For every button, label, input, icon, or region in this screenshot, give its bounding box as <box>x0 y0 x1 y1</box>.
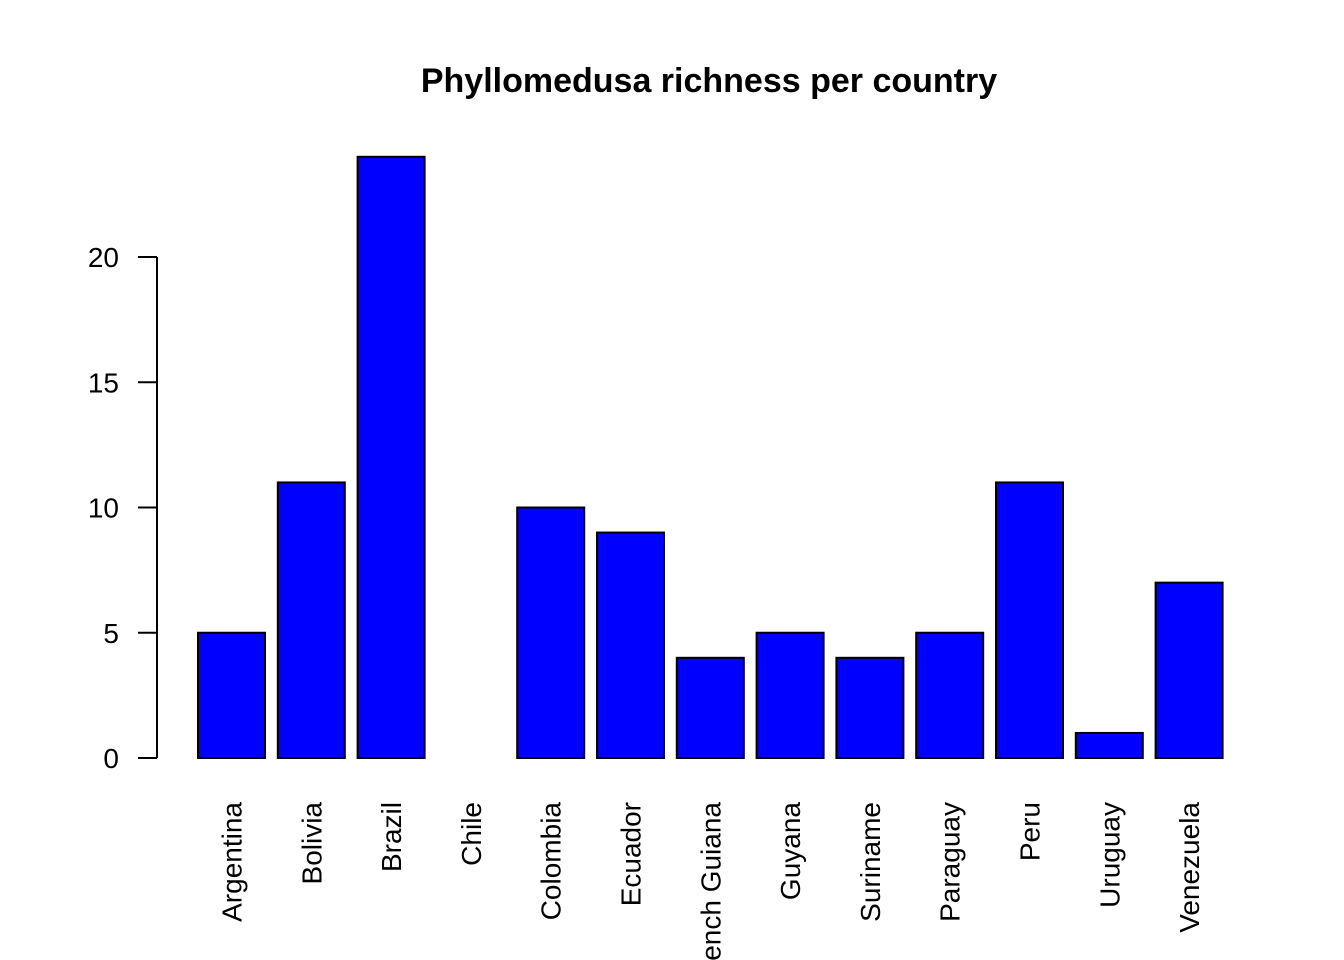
bar-french-guiana <box>675 656 745 759</box>
y-tick-label: 10 <box>88 493 119 524</box>
y-tick-label: 20 <box>88 242 119 273</box>
chart-title: Phyllomedusa richness per country <box>421 62 997 100</box>
y-tick-label: 0 <box>103 743 119 774</box>
bar-uruguay <box>1074 731 1144 760</box>
bar-guyana <box>755 631 825 759</box>
x-category-label: Peru <box>1015 802 1046 861</box>
bar-peru <box>995 481 1064 759</box>
x-category-label: Bolivia <box>296 802 327 885</box>
bar-colombia <box>516 506 586 759</box>
y-axis: 0 5 10 15 20 <box>88 242 158 774</box>
bar-paraguay <box>915 631 985 759</box>
bar-brazil <box>356 155 426 760</box>
x-category-label: Guyana <box>775 802 806 900</box>
x-category-label: Uruguay <box>1094 802 1125 908</box>
x-axis-labels: Argentina Bolivia Brazil Chile Colombia Ecuad… <box>217 802 1206 960</box>
x-category-label: Ecuador <box>616 802 647 906</box>
x-category-label: Suriname <box>855 802 886 922</box>
bars-group <box>197 155 1224 760</box>
x-category-label: Colombia <box>536 802 567 921</box>
x-category-label: French Guiana <box>695 802 726 960</box>
x-category-label: Argentina <box>217 802 248 922</box>
x-category-label: Brazil <box>376 802 407 872</box>
bar-bolivia <box>276 481 346 759</box>
bar-venezuela <box>1154 581 1224 760</box>
x-category-label: Venezuela <box>1174 802 1205 933</box>
y-tick-label: 15 <box>88 367 119 398</box>
bar-argentina <box>197 631 266 759</box>
x-category-label: Chile <box>456 802 487 866</box>
y-tick-label: 5 <box>103 618 119 649</box>
bar-ecuador <box>596 531 665 759</box>
bar-suriname <box>835 656 905 759</box>
x-category-label: Paraguay <box>935 802 966 922</box>
